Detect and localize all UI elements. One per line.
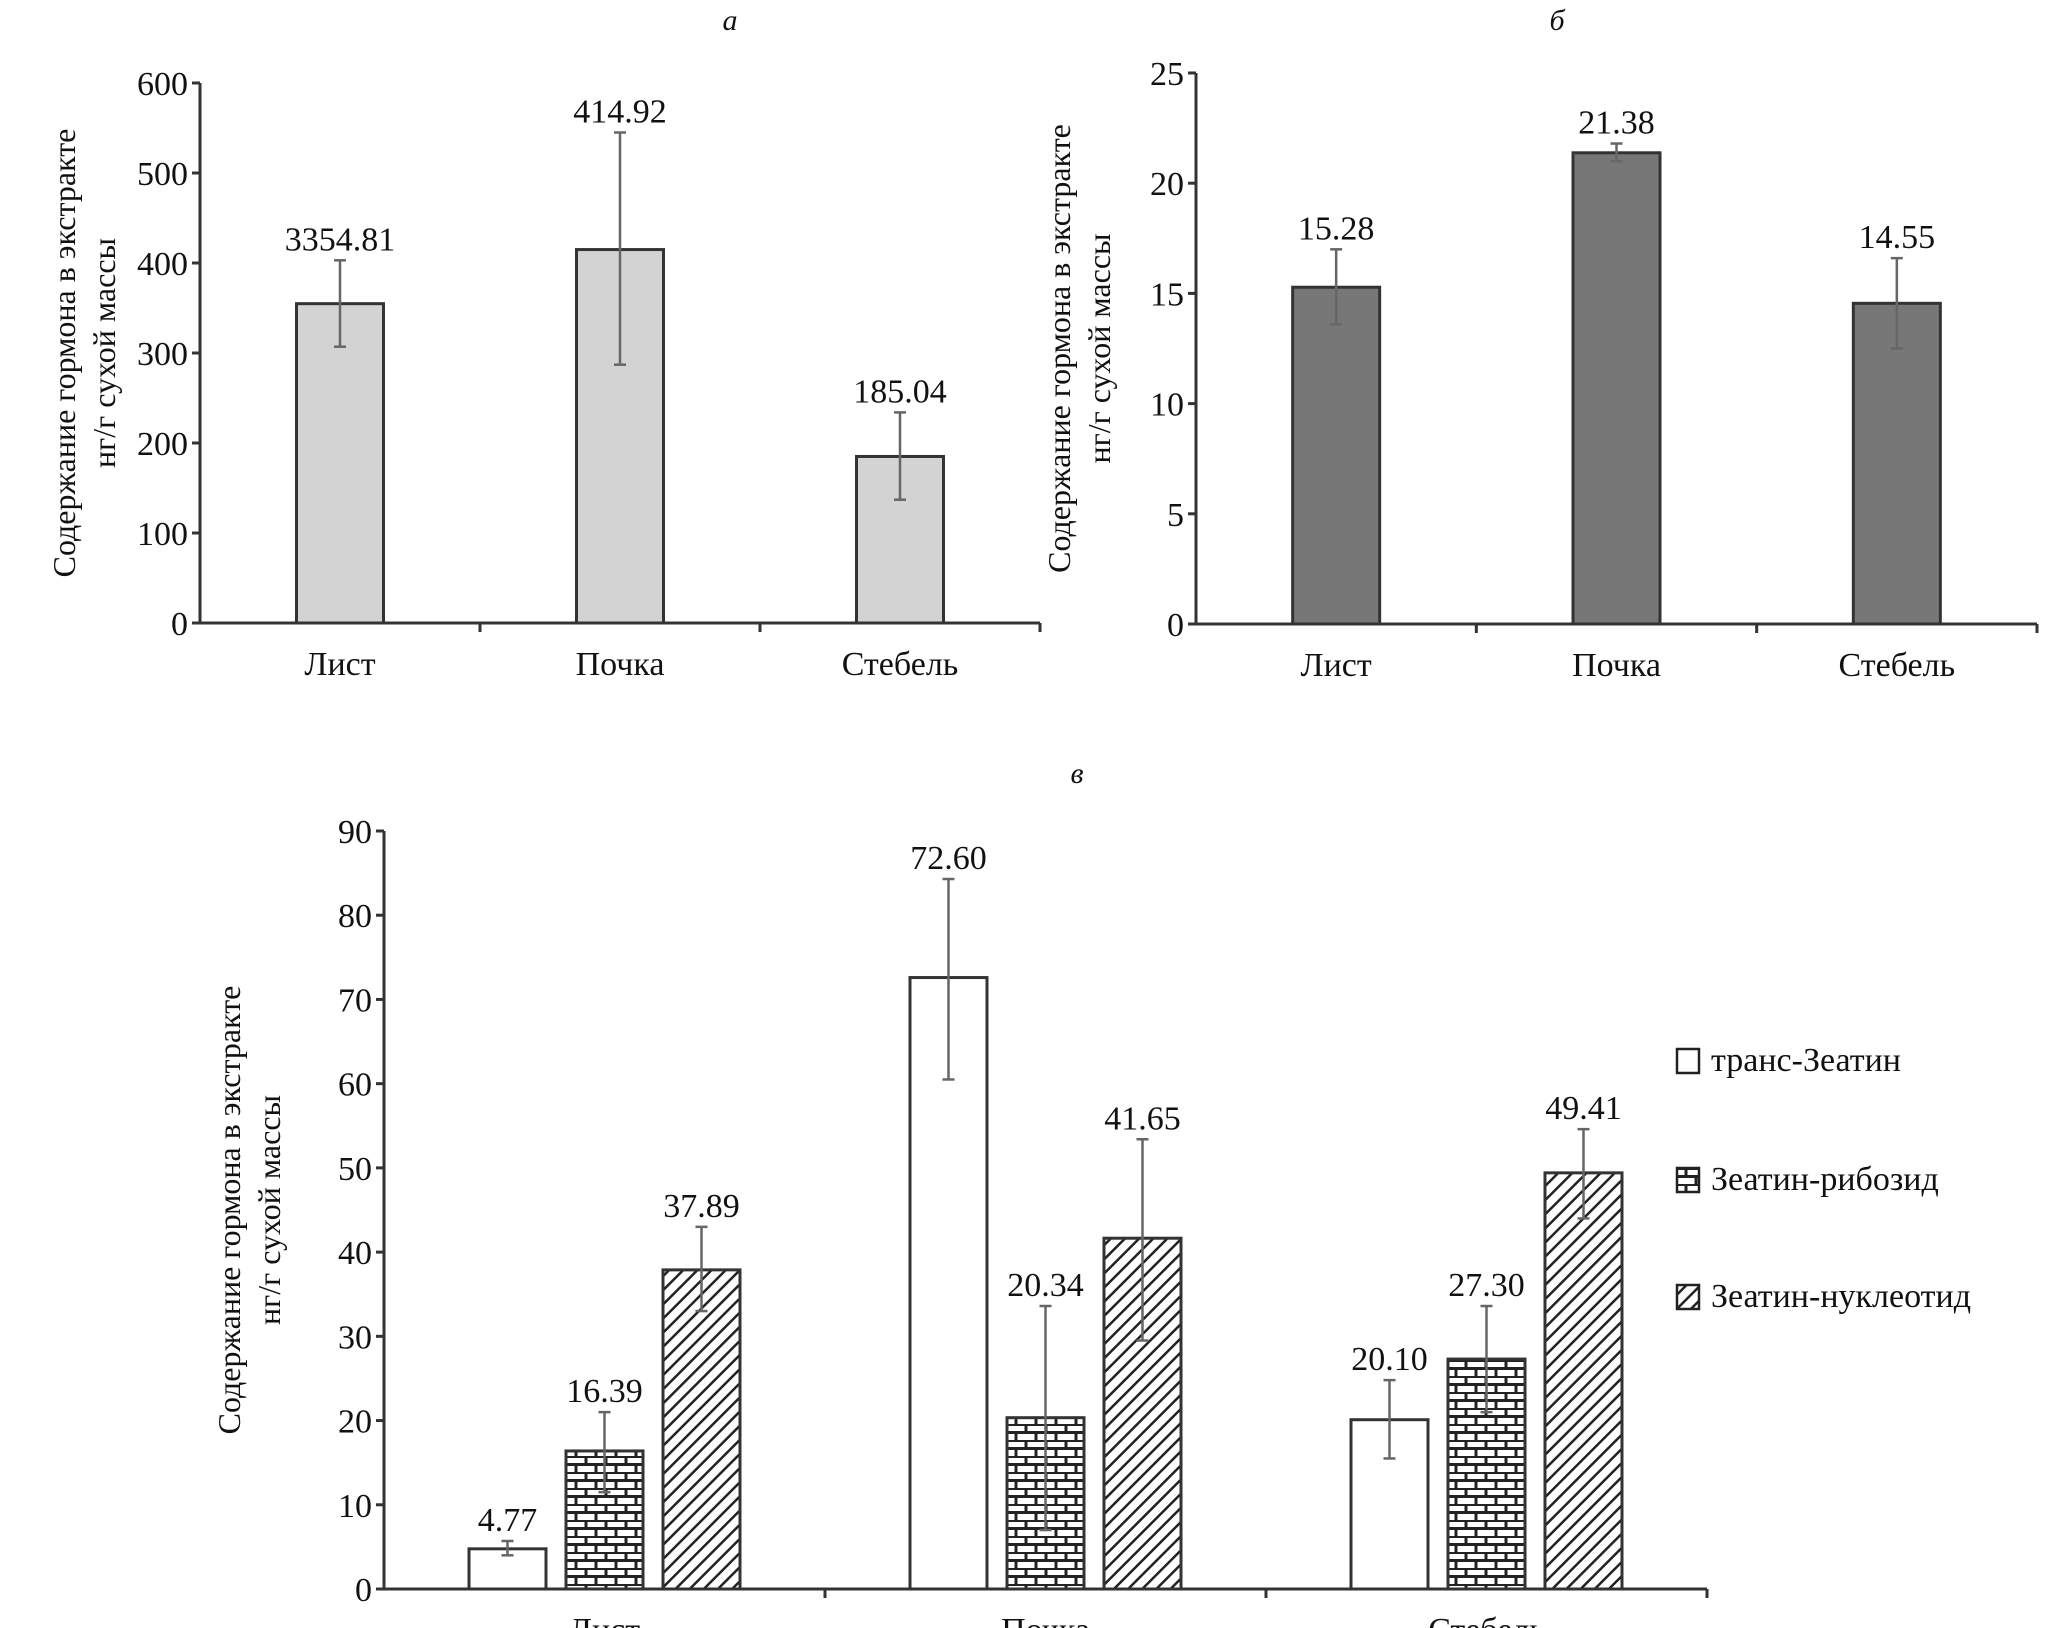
x-tick-label: Стебель [842, 646, 959, 683]
legend-swatch [1675, 1283, 1701, 1311]
x-tick-label: Почка [1572, 647, 1661, 684]
y-axis-label-line: нг/г сухой массы [86, 238, 122, 468]
bar [295, 302, 385, 625]
chart-title: в [1070, 757, 1083, 790]
bar [1571, 151, 1662, 626]
y-tick-label: 500 [137, 156, 188, 193]
y-tick-label: 0 [1167, 607, 1184, 644]
chart-a: а 0 100 200 300 400 500 600 Лист Почка Стебель Соде… [46, 4, 1042, 683]
y-tick-label: 20 [1150, 166, 1184, 203]
y-tick-label: 10 [338, 1488, 372, 1525]
legend-label: транс-Зеатин [1711, 1042, 1901, 1079]
data-label: 49.41 [1545, 1090, 1622, 1127]
chart-b: б 0 5 10 15 20 25 Лист Почка Стебель Содержание го… [1041, 4, 2039, 684]
y-tick-label: 20 [338, 1404, 372, 1441]
bar [1543, 1171, 1624, 1591]
x-tick-label: Стебель [1839, 647, 1956, 684]
legend-label: Зеатин-нуклеотид [1711, 1278, 1971, 1315]
legend-swatch [1675, 1047, 1701, 1075]
y-tick-label: 5 [1167, 497, 1184, 534]
y-axis-label-line: Содержание гормона в экстракте [46, 129, 82, 578]
x-tick-label: Лист [569, 1612, 640, 1628]
data-label: 20.10 [1351, 1341, 1428, 1378]
y-axis-label: Содержание гормона в экстракте нг/г сухой… [1041, 124, 1117, 573]
y-tick-label: 100 [137, 516, 188, 553]
x-tick-label: Лист [304, 646, 375, 683]
x-tick-label: Стебель [1428, 1612, 1545, 1628]
x-tick-label: Лист [1301, 647, 1372, 684]
data-label: 414.92 [573, 94, 667, 131]
data-label: 15.28 [1298, 210, 1375, 247]
legend-label: Зеатин-рибозид [1711, 1161, 1939, 1198]
y-tick-label: 25 [1150, 56, 1184, 93]
chart-title: а [723, 4, 738, 37]
y-tick-label: 60 [338, 1067, 372, 1104]
y-axis-label-line: нг/г сухой массы [1081, 233, 1117, 463]
y-tick-label: 50 [338, 1151, 372, 1188]
y-tick-label: 15 [1150, 276, 1184, 313]
y-tick-label: 30 [338, 1319, 372, 1356]
chart-c: в 0 10 20 30 40 50 60 70 80 90 Лист Почка Стебель Соде… [211, 757, 1971, 1628]
y-tick-label: 90 [338, 814, 372, 851]
y-tick-label: 400 [137, 246, 188, 283]
data-label: 4.77 [478, 1502, 538, 1539]
y-tick-label: 300 [137, 336, 188, 373]
data-label: 14.55 [1859, 219, 1936, 256]
bar [1291, 285, 1382, 626]
y-tick-label: 10 [1150, 387, 1184, 424]
legend-swatch [1675, 1166, 1701, 1194]
y-tick-label: 40 [338, 1235, 372, 1272]
data-label: 16.39 [566, 1373, 643, 1410]
bar [661, 1268, 742, 1591]
y-tick-label: 600 [137, 66, 188, 103]
y-tick-label: 200 [137, 426, 188, 463]
y-tick-label: 80 [338, 898, 372, 935]
data-label: 41.65 [1104, 1100, 1181, 1137]
data-label: 27.30 [1448, 1267, 1525, 1304]
y-axis-label-line: Содержание гормона в экстракте [211, 986, 247, 1435]
x-tick-label: Почка [1001, 1612, 1090, 1628]
chart-title: б [1549, 4, 1565, 37]
y-axis-label: Содержание гормона в экстракте нг/г сухой… [211, 986, 287, 1435]
x-tick-label: Почка [576, 646, 665, 683]
data-label: 21.38 [1578, 105, 1655, 142]
y-tick-label: 0 [355, 1572, 372, 1609]
y-tick-label: 0 [171, 606, 188, 643]
bar [467, 1547, 548, 1591]
y-axis-label: Содержание гормона в экстракте нг/г сухой… [46, 129, 122, 578]
data-label: 72.60 [910, 840, 987, 877]
y-tick-label: 70 [338, 982, 372, 1019]
data-label: 185.04 [853, 373, 947, 410]
bar [1851, 301, 1942, 626]
data-label: 20.34 [1007, 1267, 1084, 1304]
data-label: 3354.81 [285, 221, 396, 258]
data-label: 37.89 [663, 1188, 740, 1225]
y-axis-label-line: Содержание гормона в экстракте [1041, 124, 1077, 573]
y-axis-label-line: нг/г сухой массы [251, 1095, 287, 1325]
